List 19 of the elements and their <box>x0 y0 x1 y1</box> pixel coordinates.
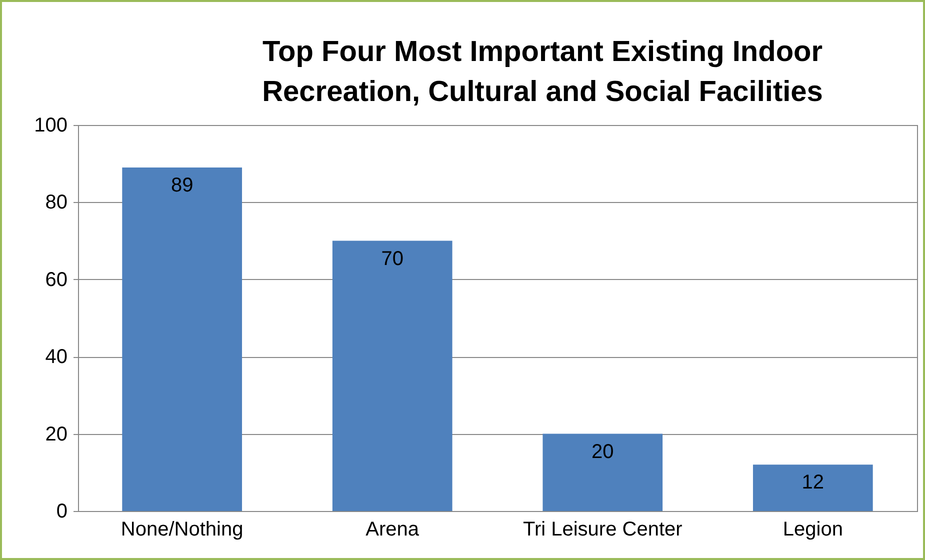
bar <box>752 464 873 511</box>
data-label: 20 <box>592 440 614 463</box>
bar <box>122 167 242 511</box>
x-tick-label: Arena <box>366 518 420 540</box>
data-label: 12 <box>802 472 824 494</box>
data-label: 89 <box>170 174 194 196</box>
bar <box>332 240 452 511</box>
x-tick-label: Tri Leisure Center <box>522 518 683 540</box>
chart-title: Top Four Most Important Existing Indoor Recreation, Cultural and Social Facilities <box>262 36 823 108</box>
y-tick-label: 40 <box>45 346 68 368</box>
data-label: 70 <box>381 248 404 270</box>
y-tick-label: 80 <box>45 192 68 214</box>
bar <box>542 434 663 511</box>
y-tick-label: 60 <box>45 268 68 291</box>
y-tick-label: 0 <box>56 500 68 522</box>
x-tick-label: Legion <box>782 518 843 540</box>
y-tick-label: 100 <box>34 114 68 136</box>
y-tick-label: 20 <box>45 423 68 446</box>
x-tick-label: None/Nothing <box>120 518 244 540</box>
